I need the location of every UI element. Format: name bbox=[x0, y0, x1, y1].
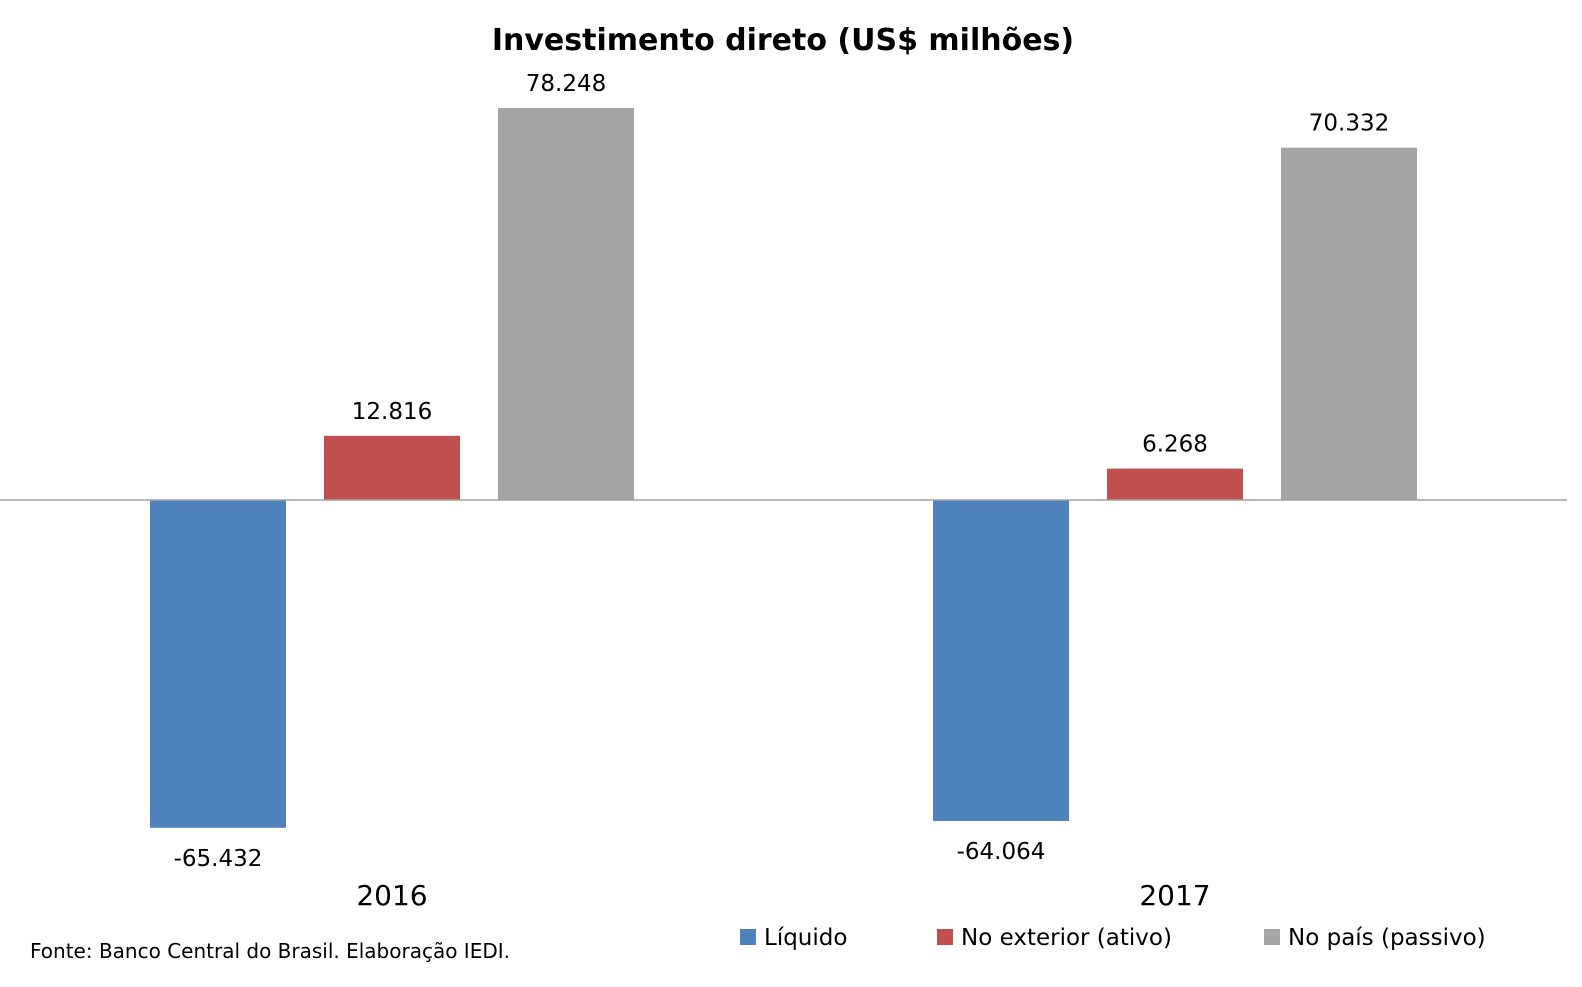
category-label: 2016 bbox=[356, 879, 427, 912]
legend-swatch bbox=[1264, 929, 1280, 945]
legend-label: Líquido bbox=[764, 925, 847, 951]
legend-item: No exterior (ativo) bbox=[937, 925, 1172, 951]
bar-2016-2 bbox=[498, 108, 634, 500]
data-label: -65.432 bbox=[174, 846, 263, 872]
bar-2017-1 bbox=[1107, 468, 1243, 500]
data-label: 6.268 bbox=[1142, 432, 1208, 458]
legend-item: Líquido bbox=[740, 925, 847, 951]
category-label: 2017 bbox=[1139, 879, 1210, 912]
legend-swatch bbox=[937, 929, 953, 945]
data-label: 12.816 bbox=[352, 399, 432, 425]
data-label: 78.248 bbox=[526, 71, 606, 97]
bar-2016-1 bbox=[324, 435, 460, 500]
data-label: -64.064 bbox=[957, 839, 1046, 865]
source-note: Fonte: Banco Central do Brasil. Elaboraç… bbox=[30, 939, 510, 963]
legend-item: No país (passivo) bbox=[1264, 925, 1486, 951]
data-label: 70.332 bbox=[1309, 111, 1389, 137]
bar-2017-0 bbox=[933, 500, 1069, 821]
legend-swatch bbox=[740, 929, 756, 945]
bar-2016-0 bbox=[150, 500, 286, 828]
bar-2017-2 bbox=[1281, 147, 1417, 500]
legend-label: No país (passivo) bbox=[1288, 925, 1486, 951]
chart-title: Investimento direto (US$ milhões) bbox=[492, 23, 1074, 58]
legend-label: No exterior (ativo) bbox=[961, 925, 1172, 951]
